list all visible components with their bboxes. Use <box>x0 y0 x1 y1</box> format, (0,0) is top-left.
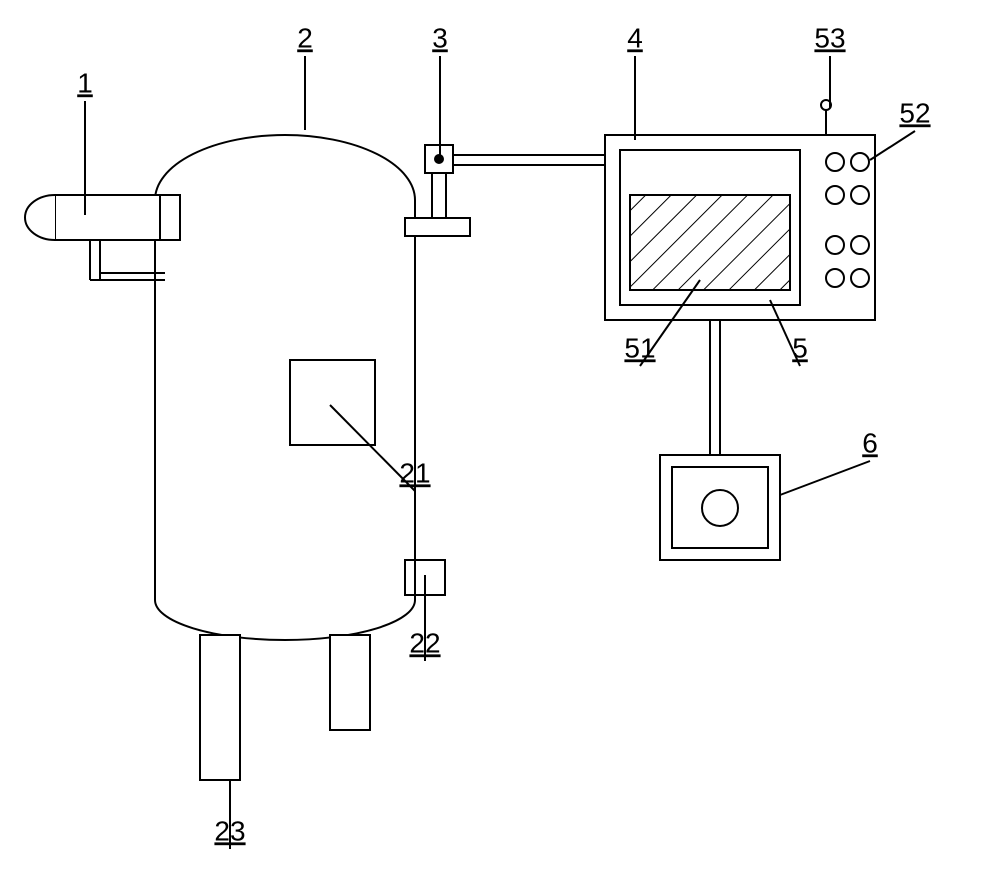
label-text-51: 51 <box>624 332 655 363</box>
label-1: 1 <box>77 67 93 215</box>
label-text-1: 1 <box>77 67 93 98</box>
diagram-canvas: 123453525156212223 <box>0 0 1000 896</box>
label-3: 3 <box>432 22 448 160</box>
label-text-6: 6 <box>862 427 878 458</box>
label-23: 23 <box>214 780 245 849</box>
alarm-box <box>660 455 780 560</box>
label-53: 53 <box>814 22 845 108</box>
label-text-52: 52 <box>899 97 930 128</box>
label-text-23: 23 <box>214 815 245 846</box>
label-2: 2 <box>297 22 313 130</box>
label-text-21: 21 <box>399 457 430 488</box>
tank-leg-0 <box>200 635 240 780</box>
panel-screen <box>630 195 790 290</box>
label-text-5: 5 <box>792 332 808 363</box>
label-text-4: 4 <box>627 22 643 53</box>
label-6: 6 <box>780 427 878 495</box>
label-text-3: 3 <box>432 22 448 53</box>
label-4: 4 <box>627 22 643 140</box>
tank-leg-1 <box>330 635 370 730</box>
label-text-53: 53 <box>814 22 845 53</box>
label-text-22: 22 <box>409 627 440 658</box>
sensor <box>405 145 470 236</box>
control-panel <box>605 100 875 320</box>
label-52: 52 <box>870 97 931 160</box>
label-text-2: 2 <box>297 22 313 53</box>
